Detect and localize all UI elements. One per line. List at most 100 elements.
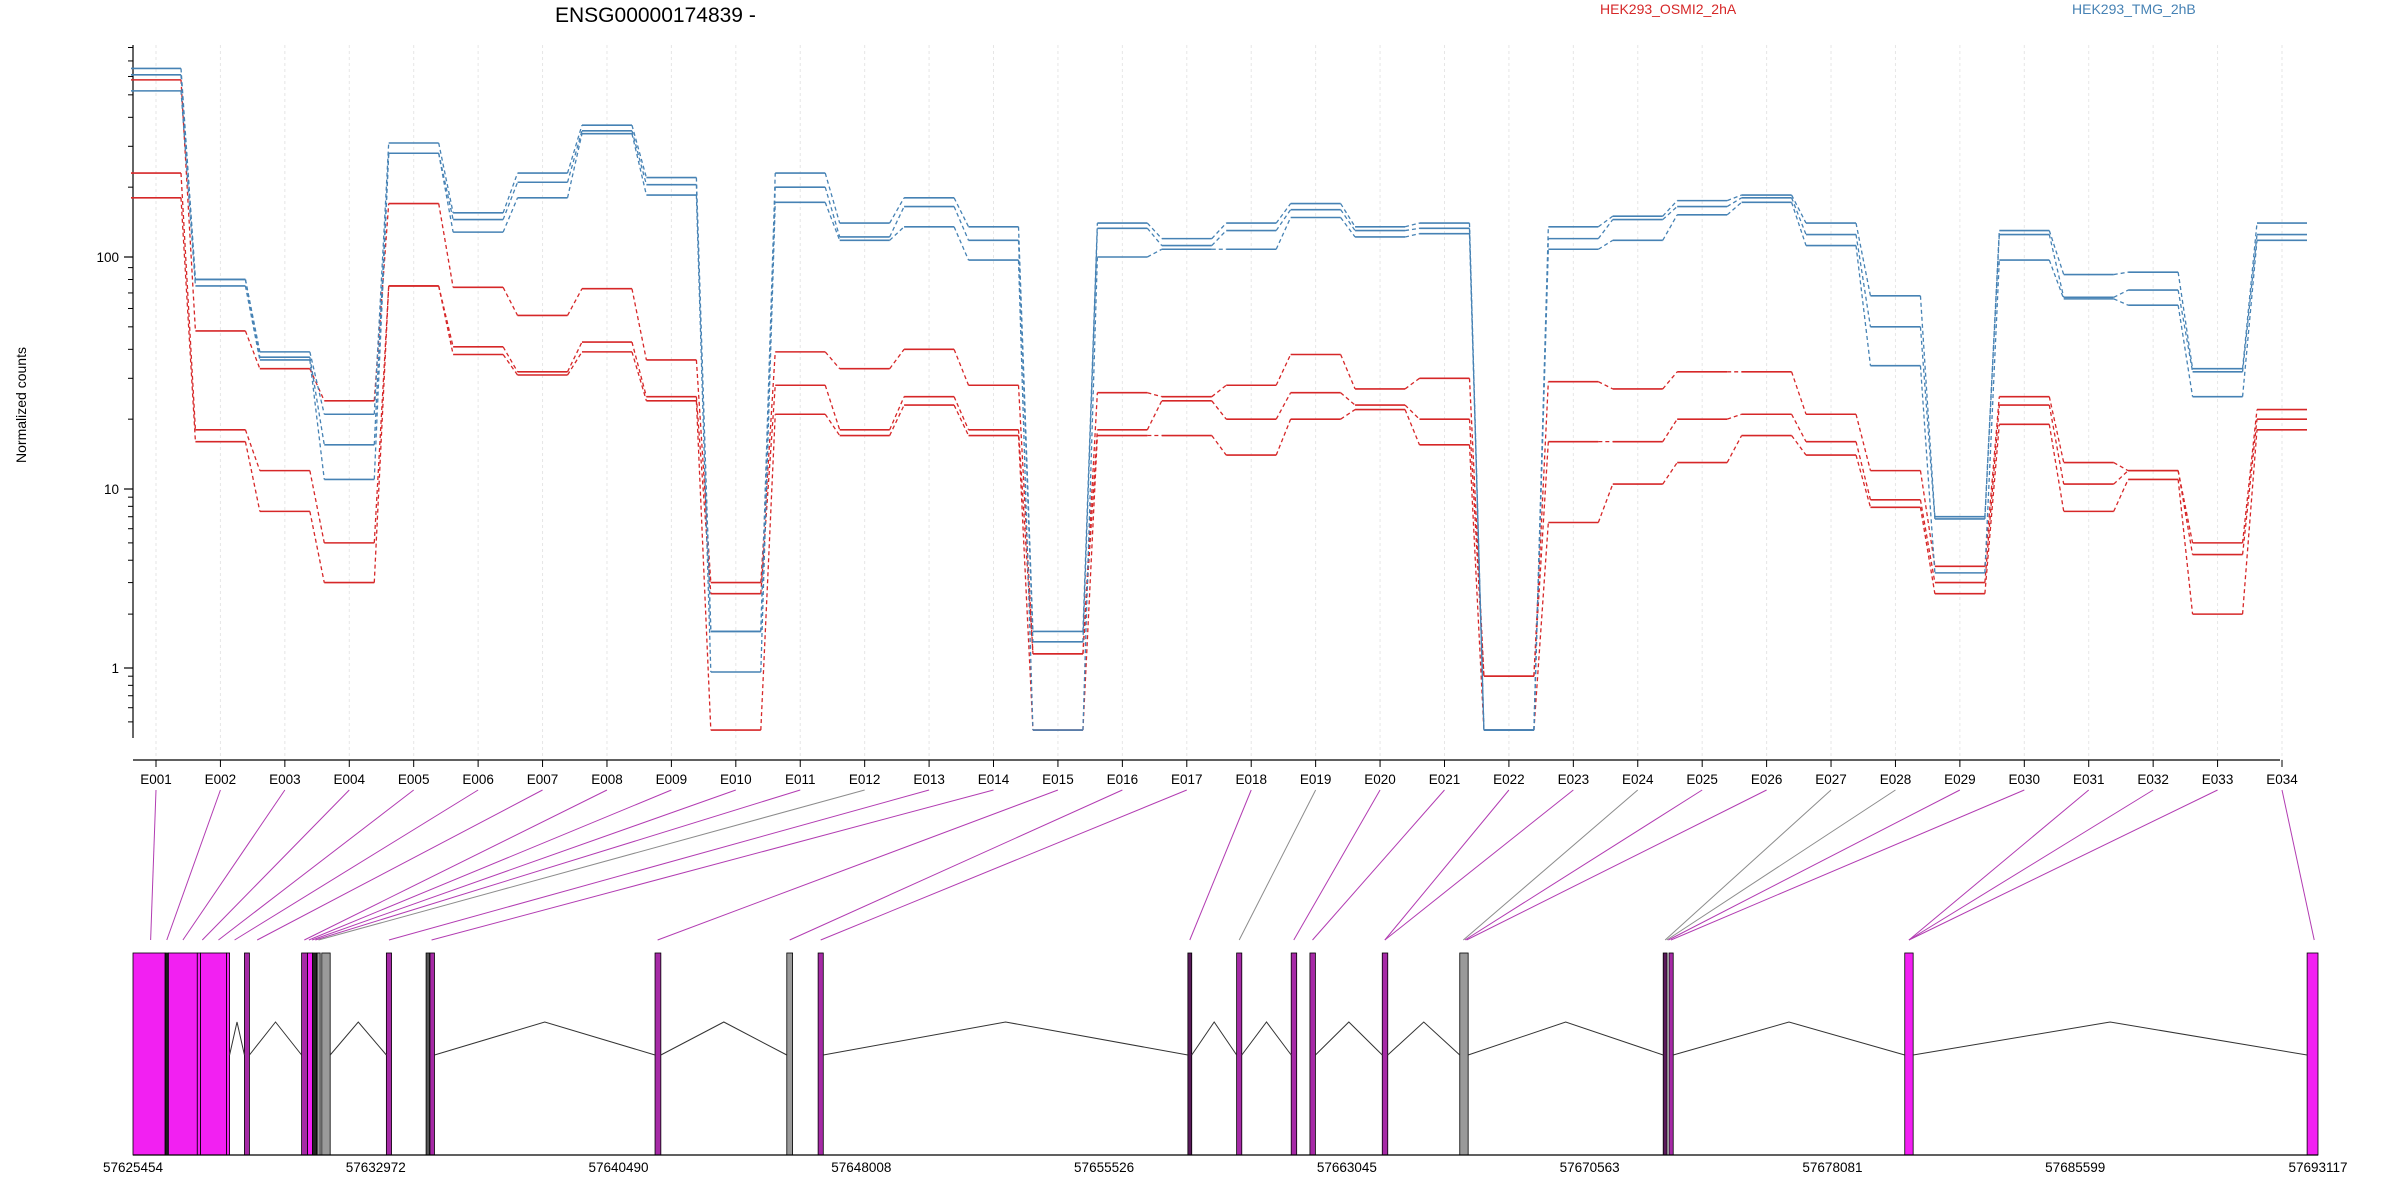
genomic-tick-label: 57640490 xyxy=(589,1160,649,1175)
exon-count-link xyxy=(566,351,583,376)
exon-count-link xyxy=(373,142,390,415)
exon-count-link xyxy=(438,285,454,355)
gene-exon-box xyxy=(164,952,169,1156)
gene-exon-box xyxy=(200,952,227,1156)
exon-count-link xyxy=(1275,354,1292,386)
exon-count-link xyxy=(438,153,454,220)
gene-exon-box xyxy=(316,952,321,1156)
exon-count-link xyxy=(824,186,841,238)
exon-connector xyxy=(150,789,157,941)
exon-count-link xyxy=(1533,249,1549,731)
genomic-tick-label: 57655526 xyxy=(1074,1160,1134,1175)
exon-count-link xyxy=(2113,470,2129,485)
exon-count-link xyxy=(1855,245,1872,366)
exon-count-link xyxy=(502,287,519,316)
series-osmi2 xyxy=(131,196,2307,731)
exon-label: E034 xyxy=(2266,772,2298,787)
exon-count-link xyxy=(2048,424,2065,512)
gene-exon-box xyxy=(307,952,313,1156)
exon-connector xyxy=(304,789,608,941)
exon-count-link xyxy=(309,357,325,445)
chart-title: ENSG00000174839 - xyxy=(555,4,756,27)
exon-count-link xyxy=(438,142,454,213)
exon-connector xyxy=(1384,789,1510,941)
exon-count-link xyxy=(180,173,197,430)
genomic-tick-label: 57625454 xyxy=(103,1160,164,1175)
exon-count-link xyxy=(1597,239,1614,250)
exon-count-link xyxy=(695,184,712,632)
exon-count-link xyxy=(1726,413,1742,420)
exon-count-link xyxy=(1984,260,2000,573)
exon-count-link xyxy=(2048,396,2065,463)
exon-connector xyxy=(234,789,479,941)
exon-count-link xyxy=(1791,197,1807,235)
exon-count-link xyxy=(1468,419,1485,677)
exon-label: E022 xyxy=(1493,772,1525,787)
intron-chevron xyxy=(1468,1021,1664,1056)
gene-exon-box xyxy=(312,952,318,1156)
genomic-tick-label: 57670563 xyxy=(1560,1160,1620,1175)
exon-count-link xyxy=(1147,248,1163,258)
exon-label: E011 xyxy=(785,772,816,787)
exon-count-link xyxy=(1404,377,1420,390)
exon-count-link xyxy=(1726,197,1742,208)
exon-connector xyxy=(1908,789,2090,941)
exon-count-link xyxy=(631,351,648,401)
exon-count-link xyxy=(502,182,519,220)
exon-count-link xyxy=(953,349,970,386)
exon-count-link xyxy=(1791,194,1807,224)
exon-label: E027 xyxy=(1815,772,1847,787)
exon-count-link xyxy=(1017,260,1034,731)
gene-exon-box xyxy=(817,952,824,1156)
exon-connector xyxy=(1908,789,2218,941)
gene-exon-box xyxy=(1904,952,1914,1156)
exon-count-link xyxy=(760,202,776,673)
exon-count-link xyxy=(1597,483,1614,523)
exon-count-link xyxy=(953,206,970,241)
genomic-tick-label: 57648008 xyxy=(831,1160,891,1175)
exon-count-link xyxy=(889,197,905,224)
exon-count-link xyxy=(1017,435,1034,731)
exon-count-link xyxy=(1919,470,1936,567)
exon-count-link xyxy=(1017,240,1034,642)
exon-label: E031 xyxy=(2073,772,2105,787)
exon-count-link xyxy=(244,285,261,361)
exon-count-link xyxy=(1082,256,1099,731)
exon-connector xyxy=(431,789,994,941)
genomic-tick-label: 57678081 xyxy=(1802,1160,1862,1175)
gene-exon-box xyxy=(1236,952,1243,1156)
exon-count-link xyxy=(1855,454,1872,508)
exon-count-link xyxy=(631,341,648,397)
exon-count-link xyxy=(1404,233,1420,238)
intron-chevron xyxy=(660,1021,788,1056)
exon-count-link xyxy=(2177,289,2194,372)
exon-count-link xyxy=(1404,409,1421,446)
gene-exon-box xyxy=(226,952,230,1156)
exon-count-link xyxy=(889,226,905,241)
exon-count-link xyxy=(1404,404,1420,420)
exon-label: E021 xyxy=(1429,772,1461,787)
exon-label: E002 xyxy=(205,772,237,787)
exon-count-link xyxy=(1984,234,2000,520)
genomic-tick-label: 57632972 xyxy=(346,1160,406,1175)
exon-count-link xyxy=(889,404,905,436)
exon-label: E032 xyxy=(2137,772,2169,787)
exon-label: E017 xyxy=(1171,772,1203,787)
exon-count-link xyxy=(244,429,261,471)
vertical-gridlines xyxy=(155,45,2283,760)
exon-count-link xyxy=(953,404,970,436)
exon-count-link xyxy=(824,413,841,436)
exon-count-link xyxy=(2113,289,2129,298)
gene-exon-box xyxy=(425,952,431,1156)
exon-count-link xyxy=(438,153,454,233)
gene-exon-box xyxy=(2306,952,2319,1156)
exon-count-link xyxy=(1726,435,1743,463)
exon-count-link xyxy=(373,153,390,480)
exon-count-link xyxy=(1598,381,1614,390)
gene-exon-box xyxy=(321,952,331,1156)
exon-count-link xyxy=(889,206,905,238)
exon-count-link xyxy=(2177,479,2194,615)
exon-count-link xyxy=(1919,295,1936,517)
exon-count-link xyxy=(1662,418,1678,442)
exon-count-link xyxy=(1726,201,1743,216)
